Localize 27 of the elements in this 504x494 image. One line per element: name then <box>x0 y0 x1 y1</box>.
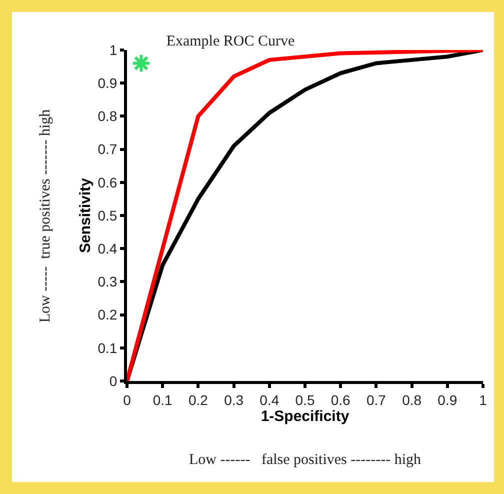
x-tick-label: 0.4 <box>260 392 280 408</box>
x-tick-label: 0.1 <box>152 392 173 408</box>
y-tick-label: 0.5 <box>98 207 118 224</box>
x-tick-label: 0.2 <box>188 392 208 408</box>
chart-title: Example ROC Curve <box>166 33 295 50</box>
y-tick-label: 0.7 <box>98 141 118 158</box>
x-tick-label: 1 <box>479 392 488 408</box>
x-tick-label: 0.7 <box>366 392 386 408</box>
x-tick-label: 0.6 <box>330 392 351 408</box>
y-tick-label: 0.8 <box>98 108 118 124</box>
x-axis-title: 1-Specificity <box>260 408 350 425</box>
y-tick-label: 0.2 <box>98 306 118 323</box>
y-tick-label: 0.4 <box>98 240 118 256</box>
y-tick-label: 1 <box>109 42 118 58</box>
y-tick-label: 0 <box>109 372 118 389</box>
x-tick-label: 0.3 <box>224 392 244 408</box>
x-tick-label: 0 <box>123 392 132 408</box>
x-tick-label: 0.5 <box>295 392 315 408</box>
y-tick-label: 0.6 <box>98 174 118 190</box>
y-axis-title: Sensitivity <box>76 177 94 254</box>
y-tick-label: 0.1 <box>98 340 118 356</box>
x-tick-label: 0.9 <box>438 392 458 408</box>
x-tick-label: 0.8 <box>402 392 422 408</box>
y-tick-label: 0.9 <box>98 75 118 91</box>
y-tick-label: 0.3 <box>98 274 118 290</box>
text: Low ----- true positives ------- high <box>38 108 54 323</box>
text: Low ------ false positives -------- high <box>189 452 422 468</box>
